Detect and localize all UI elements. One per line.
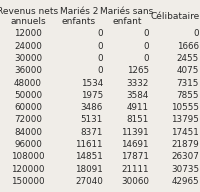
Text: 84000: 84000 — [14, 128, 42, 137]
Text: 3584: 3584 — [127, 91, 149, 100]
Text: 96000: 96000 — [14, 140, 42, 149]
Text: 0: 0 — [143, 30, 149, 38]
Text: 13795: 13795 — [171, 116, 199, 124]
Text: 17451: 17451 — [171, 128, 199, 137]
Text: 0: 0 — [97, 54, 103, 63]
Text: 26307: 26307 — [171, 152, 199, 161]
Text: 1666: 1666 — [177, 42, 199, 51]
Text: 1534: 1534 — [81, 79, 103, 88]
Text: Revenus nets
annuels: Revenus nets annuels — [0, 7, 59, 26]
Text: 30060: 30060 — [121, 177, 149, 186]
Text: 0: 0 — [97, 42, 103, 51]
Text: 150000: 150000 — [11, 177, 45, 186]
Text: 12000: 12000 — [14, 30, 42, 38]
Text: 1265: 1265 — [127, 66, 149, 75]
Text: 17871: 17871 — [121, 152, 149, 161]
Text: 14851: 14851 — [75, 152, 103, 161]
Text: 7315: 7315 — [177, 79, 199, 88]
Text: 18091: 18091 — [75, 165, 103, 174]
Text: 0: 0 — [143, 54, 149, 63]
Text: 120000: 120000 — [11, 165, 45, 174]
Text: 4075: 4075 — [177, 66, 199, 75]
Text: 24000: 24000 — [14, 42, 42, 51]
Text: Célibataire: Célibataire — [150, 12, 200, 21]
Text: 11391: 11391 — [121, 128, 149, 137]
Text: 36000: 36000 — [14, 66, 42, 75]
Text: 2455: 2455 — [177, 54, 199, 63]
Text: 0: 0 — [97, 66, 103, 75]
Text: 11611: 11611 — [76, 140, 103, 149]
Text: 30735: 30735 — [171, 165, 199, 174]
Text: 10555: 10555 — [171, 103, 199, 112]
Text: 0: 0 — [193, 30, 199, 38]
Text: 72000: 72000 — [14, 116, 42, 124]
Text: 30000: 30000 — [14, 54, 42, 63]
Text: Mariés sans
enfant: Mariés sans enfant — [100, 7, 154, 26]
Text: 21879: 21879 — [171, 140, 199, 149]
Text: 0: 0 — [143, 42, 149, 51]
Text: Mariés 2
enfants: Mariés 2 enfants — [60, 7, 98, 26]
Text: 108000: 108000 — [11, 152, 45, 161]
Text: 3486: 3486 — [81, 103, 103, 112]
Text: 27040: 27040 — [75, 177, 103, 186]
Text: 14691: 14691 — [122, 140, 149, 149]
Text: 7855: 7855 — [177, 91, 199, 100]
Text: 1975: 1975 — [81, 91, 103, 100]
Text: 50000: 50000 — [14, 91, 42, 100]
Text: 5131: 5131 — [81, 116, 103, 124]
Text: 42965: 42965 — [171, 177, 199, 186]
Text: 8371: 8371 — [81, 128, 103, 137]
Text: 21111: 21111 — [122, 165, 149, 174]
Text: 48000: 48000 — [14, 79, 42, 88]
Text: 8151: 8151 — [127, 116, 149, 124]
Text: 60000: 60000 — [14, 103, 42, 112]
Text: 0: 0 — [97, 30, 103, 38]
Text: 4911: 4911 — [127, 103, 149, 112]
Text: 3332: 3332 — [127, 79, 149, 88]
